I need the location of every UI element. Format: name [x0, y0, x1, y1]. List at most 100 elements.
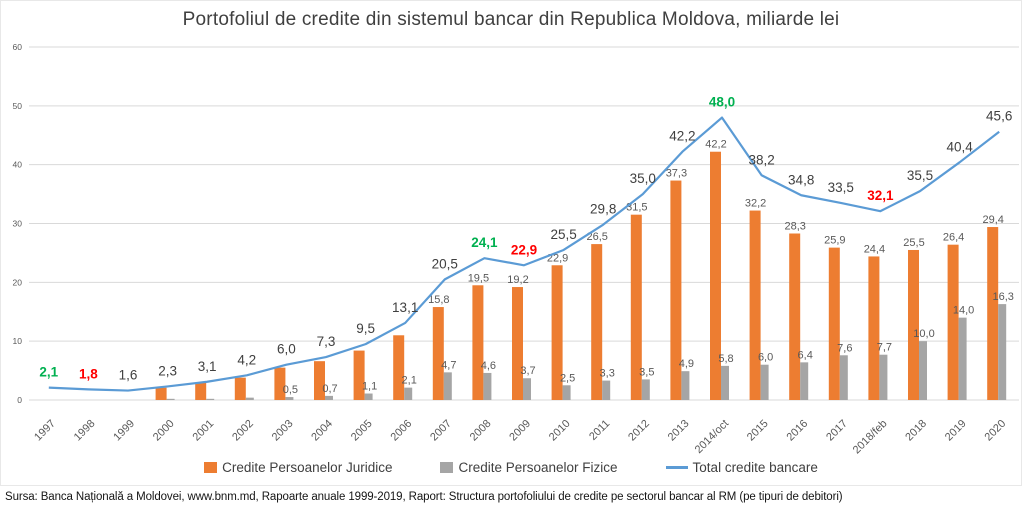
x-tick-label: 2004 — [309, 418, 335, 444]
bar-label-fizice: 4,9 — [679, 358, 694, 370]
x-tick-label: 2005 — [349, 418, 375, 444]
bar-credite-fizice — [800, 362, 809, 400]
bar-label-juridice: 26,4 — [943, 232, 964, 244]
bar-label-juridice: 37,3 — [666, 168, 687, 180]
total-label: 42,2 — [669, 129, 695, 144]
bar-credite-fizice — [839, 355, 848, 400]
bar-credite-juridice — [868, 256, 880, 400]
total-label: 6,0 — [277, 342, 296, 357]
y-tick-label: 0 — [17, 395, 22, 405]
x-tick-label: 2007 — [428, 418, 454, 444]
bar-credite-juridice — [591, 244, 603, 400]
bar-label-fizice: 7,6 — [837, 342, 852, 354]
bar-label-juridice: 31,5 — [626, 202, 647, 214]
x-tick-label: 1999 — [111, 418, 137, 444]
bar-credite-juridice — [155, 387, 167, 400]
y-tick-label: 10 — [13, 336, 23, 346]
legend-item-credite-juridice: Credite Persoanelor Juridice — [204, 460, 392, 475]
bar-label-fizice: 3,3 — [600, 368, 615, 380]
legend-label-total: Total credite bancare — [692, 460, 818, 475]
total-label: 35,5 — [907, 168, 933, 183]
bar-credite-juridice — [828, 247, 840, 400]
total-label: 24,1 — [471, 235, 498, 250]
legend-item-credite-fizice: Credite Persoanelor Fizice — [440, 460, 618, 475]
legend-swatch-fizice-icon — [440, 462, 454, 473]
bar-label-juridice: 28,3 — [784, 221, 805, 233]
bar-credite-juridice — [749, 210, 761, 400]
x-tick-label: 2008 — [468, 418, 494, 444]
x-tick-label: 2019 — [943, 418, 969, 444]
y-tick-label: 30 — [13, 219, 23, 229]
x-tick-label: 2018 — [903, 418, 929, 444]
x-tick-label: 2000 — [151, 418, 177, 444]
total-line — [48, 116, 1000, 392]
bar-credite-fizice — [483, 372, 492, 400]
bar-credite-fizice — [325, 395, 333, 400]
x-tick-label: 2012 — [626, 418, 652, 444]
bar-credite-fizice — [998, 304, 1007, 400]
bar-credite-fizice — [364, 393, 373, 400]
total-label: 35,0 — [630, 171, 656, 186]
bar-label-fizice: 0,5 — [283, 384, 298, 396]
x-tick-label: 2018/feb — [851, 418, 890, 456]
x-tick-label: 2017 — [824, 418, 850, 444]
bar-credite-fizice — [245, 397, 254, 400]
legend-label-fizice: Credite Persoanelor Fizice — [458, 460, 618, 475]
bar-credite-juridice — [274, 367, 286, 400]
legend-item-total-credite: Total credite bancare — [665, 460, 818, 475]
x-tick-label: 1997 — [32, 418, 58, 444]
bar-credite-juridice — [987, 227, 999, 400]
bar-credite-fizice — [958, 317, 967, 400]
total-label: 2,1 — [39, 365, 58, 380]
bar-credite-fizice — [681, 371, 690, 400]
bar-credite-fizice — [443, 372, 452, 400]
legend-label-juridice: Credite Persoanelor Juridice — [222, 460, 393, 475]
x-tick-label: 2013 — [666, 418, 692, 444]
total-label: 3,1 — [198, 359, 217, 374]
total-label: 29,8 — [590, 202, 616, 217]
bar-label-fizice: 4,6 — [481, 360, 496, 372]
total-label: 7,3 — [317, 334, 336, 349]
total-label: 34,8 — [788, 172, 814, 187]
bar-credite-fizice — [285, 397, 294, 400]
bar-label-juridice: 42,2 — [705, 139, 726, 151]
chart-frame: Portofoliul de credite din sistemul banc… — [0, 0, 1022, 486]
bar-label-juridice: 19,2 — [507, 274, 528, 286]
total-label: 38,2 — [748, 152, 774, 167]
total-label: 13,1 — [392, 300, 418, 315]
bar-credite-fizice — [760, 364, 769, 400]
bar-credite-juridice — [908, 249, 919, 400]
total-label: 33,5 — [828, 180, 854, 195]
total-label: 45,6 — [986, 109, 1012, 124]
bar-label-fizice: 6,4 — [798, 349, 813, 361]
bar-label-fizice: 7,7 — [877, 342, 892, 354]
bar-credite-fizice — [919, 341, 927, 400]
source-note: Sursa: Banca Națională a Moldovei, www.b… — [5, 491, 843, 503]
bar-credite-juridice — [789, 233, 801, 400]
x-tick-label: 2011 — [587, 418, 612, 443]
bar-label-juridice: 25,5 — [903, 237, 924, 249]
total-label: 25,5 — [550, 227, 576, 242]
bar-label-juridice: 24,4 — [864, 243, 885, 255]
bar-credite-juridice — [630, 214, 642, 400]
bar-label-fizice: 6,0 — [758, 352, 773, 364]
x-tick-label: 2009 — [507, 418, 533, 444]
x-tick-label: 2010 — [547, 418, 573, 444]
bar-credite-juridice — [195, 382, 207, 400]
total-label: 1,6 — [119, 368, 138, 383]
x-tick-label: 2014/oct — [693, 418, 731, 456]
bar-label-juridice: 26,5 — [586, 231, 607, 243]
y-tick-label: 60 — [13, 42, 23, 52]
bar-credite-fizice — [641, 379, 650, 400]
bar-label-juridice: 19,5 — [468, 272, 489, 284]
bar-credite-juridice — [947, 244, 959, 400]
x-tick-label: 2015 — [745, 418, 771, 444]
bar-credite-juridice — [393, 335, 405, 400]
total-label: 40,4 — [946, 139, 973, 154]
bar-credite-fizice — [166, 398, 175, 400]
bar-label-fizice: 3,7 — [520, 365, 535, 377]
chart-legend: Credite Persoanelor Juridice Credite Per… — [1, 460, 1021, 475]
x-tick-label: 2003 — [270, 418, 296, 444]
x-tick-label: 2002 — [230, 418, 256, 444]
bar-label-fizice: 16,3 — [992, 291, 1013, 303]
